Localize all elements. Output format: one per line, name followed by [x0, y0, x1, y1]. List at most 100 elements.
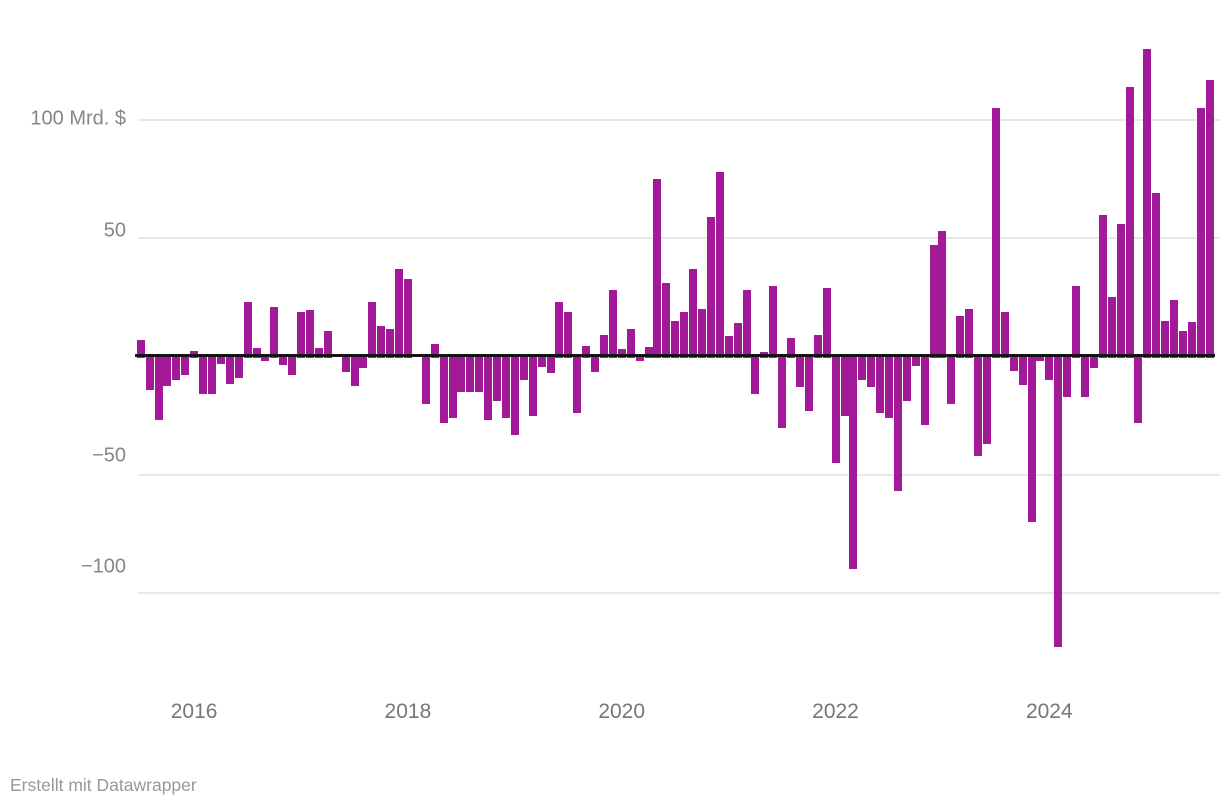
bar[interactable] — [929, 245, 938, 358]
bar[interactable] — [448, 356, 457, 418]
bar[interactable] — [724, 336, 733, 358]
bar[interactable] — [225, 356, 234, 384]
bar[interactable] — [733, 323, 742, 358]
bar[interactable] — [644, 347, 653, 358]
bar[interactable] — [519, 356, 528, 381]
bar[interactable] — [1072, 285, 1081, 359]
bar[interactable] — [1036, 356, 1045, 362]
bar[interactable] — [1018, 356, 1027, 385]
bar[interactable] — [983, 356, 991, 444]
bar[interactable] — [867, 356, 876, 388]
bar[interactable] — [1089, 356, 1098, 369]
bar[interactable] — [1196, 108, 1205, 358]
bar[interactable] — [608, 290, 617, 358]
bar[interactable] — [956, 316, 965, 358]
bar[interactable] — [1161, 321, 1170, 358]
bar[interactable] — [466, 356, 475, 392]
bar[interactable] — [582, 345, 591, 358]
bar[interactable] — [706, 217, 715, 358]
bar[interactable] — [172, 356, 181, 381]
bar[interactable] — [323, 330, 332, 358]
bar[interactable] — [537, 356, 546, 368]
bar[interactable] — [1187, 322, 1196, 358]
bar[interactable] — [386, 329, 395, 358]
bar[interactable] — [689, 269, 697, 358]
bar[interactable] — [591, 356, 599, 372]
bar[interactable] — [662, 283, 671, 358]
bar[interactable] — [297, 311, 305, 358]
bar[interactable] — [885, 356, 893, 418]
bar[interactable] — [1152, 193, 1161, 358]
bar[interactable] — [778, 356, 787, 428]
bar[interactable] — [350, 356, 359, 387]
bar[interactable] — [991, 108, 1000, 358]
bar[interactable] — [1170, 299, 1179, 358]
bar[interactable] — [199, 356, 208, 395]
bar[interactable] — [635, 356, 644, 362]
bar[interactable] — [181, 356, 190, 376]
bar[interactable] — [938, 231, 947, 358]
bar[interactable] — [974, 356, 983, 456]
bar[interactable] — [697, 309, 706, 358]
bar[interactable] — [403, 278, 412, 358]
bar[interactable] — [804, 356, 813, 411]
bar[interactable] — [1205, 79, 1214, 358]
bar[interactable] — [822, 287, 831, 358]
bar[interactable] — [154, 356, 163, 421]
bar[interactable] — [1009, 356, 1018, 371]
bar[interactable] — [840, 356, 849, 416]
bar[interactable] — [680, 311, 689, 358]
bar[interactable] — [715, 172, 724, 358]
bar[interactable] — [1054, 356, 1063, 648]
bar[interactable] — [769, 285, 778, 359]
bar[interactable] — [1045, 356, 1054, 381]
bar[interactable] — [252, 348, 261, 358]
bar[interactable] — [493, 356, 501, 402]
bar[interactable] — [626, 329, 635, 358]
bar[interactable] — [377, 325, 386, 358]
bar[interactable] — [208, 356, 216, 395]
bar[interactable] — [1000, 311, 1009, 358]
bar[interactable] — [573, 356, 582, 414]
bar[interactable] — [1081, 356, 1089, 397]
bar[interactable] — [501, 356, 510, 418]
bar[interactable] — [528, 356, 537, 416]
bar[interactable] — [920, 356, 929, 426]
bar[interactable] — [314, 348, 323, 358]
bar[interactable] — [1107, 297, 1116, 358]
bar[interactable] — [617, 349, 626, 358]
bar[interactable] — [457, 356, 466, 392]
bar[interactable] — [475, 356, 484, 392]
bar[interactable] — [1125, 86, 1134, 358]
datawrapper-credit-link[interactable]: Erstellt mit Datawrapper — [10, 775, 197, 795]
bar[interactable] — [742, 290, 751, 358]
bar[interactable] — [893, 356, 902, 492]
bar[interactable] — [653, 179, 662, 358]
bar[interactable] — [947, 356, 956, 404]
bar[interactable] — [421, 356, 430, 404]
bar[interactable] — [787, 337, 795, 358]
bar[interactable] — [831, 356, 840, 463]
bar[interactable] — [145, 356, 154, 390]
bar[interactable] — [564, 311, 573, 358]
bar[interactable] — [813, 335, 822, 358]
bar[interactable] — [1134, 356, 1143, 423]
bar[interactable] — [902, 356, 911, 402]
bar[interactable] — [439, 356, 448, 423]
bar[interactable] — [795, 356, 804, 388]
bar[interactable] — [288, 356, 297, 376]
bar[interactable] — [1143, 49, 1152, 358]
bar[interactable] — [1179, 330, 1187, 358]
bar[interactable] — [546, 356, 555, 374]
bar[interactable] — [1063, 356, 1072, 397]
bar[interactable] — [163, 356, 172, 387]
bar[interactable] — [359, 356, 368, 369]
bar[interactable] — [911, 356, 920, 366]
bar[interactable] — [1098, 214, 1107, 358]
bar[interactable] — [216, 356, 225, 364]
bar[interactable] — [395, 269, 403, 358]
bar[interactable] — [430, 343, 439, 358]
bar[interactable] — [858, 356, 867, 381]
bar[interactable] — [510, 356, 519, 435]
bar[interactable] — [1116, 224, 1125, 358]
